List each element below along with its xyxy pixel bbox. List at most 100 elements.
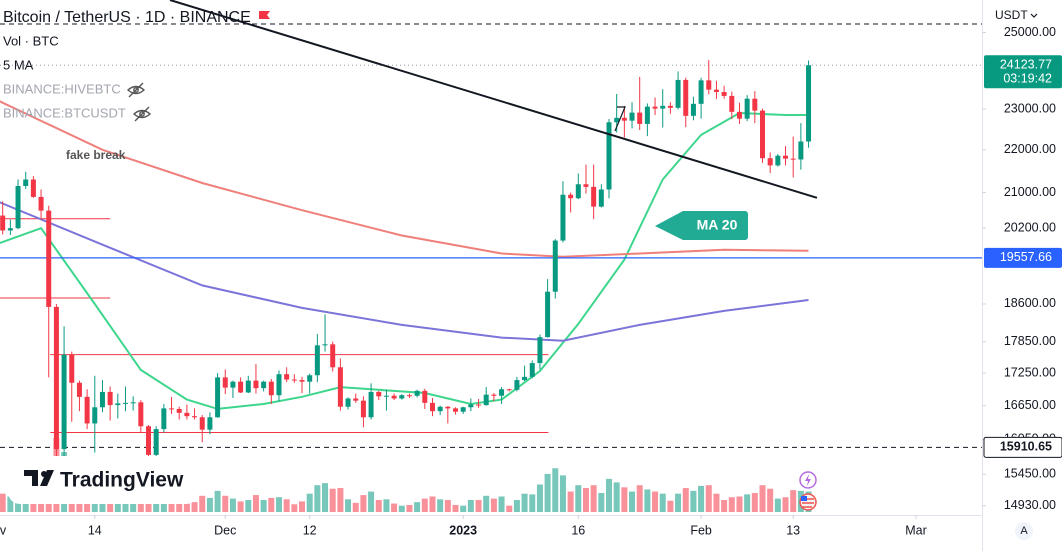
chart-title: Bitcoin / TetherUS · 1D · BINANCE xyxy=(3,9,251,26)
volume-bar xyxy=(391,503,398,512)
volume-bar xyxy=(490,498,497,512)
scale-mode-label[interactable]: A xyxy=(1020,525,1028,537)
x-tick-label: 2023 xyxy=(449,523,477,537)
volume-bar xyxy=(268,497,275,512)
candle-body xyxy=(445,406,451,409)
candle-body xyxy=(238,381,244,393)
currency-label[interactable]: USDT xyxy=(995,8,1028,22)
y-tick-label: 22000.00 xyxy=(1004,142,1056,156)
candle-body xyxy=(552,240,558,292)
indicator-label[interactable]: Vol · BTC xyxy=(3,33,59,48)
flag-icon[interactable] xyxy=(259,11,270,19)
indicator-label[interactable]: BINANCE:HIVEBTC xyxy=(3,81,121,96)
candle-body xyxy=(483,394,489,406)
volume-bar xyxy=(252,495,259,512)
volume-bar xyxy=(0,493,6,512)
volume-bar xyxy=(375,500,382,512)
candle-body xyxy=(721,92,727,96)
overlay: Bitcoin / TetherUS · 1D · BINANCE Vol · … xyxy=(3,8,1038,540)
indicator-label[interactable]: BINANCE:BTCUSDT xyxy=(3,105,126,120)
volume-bar xyxy=(705,485,712,512)
candle-body xyxy=(53,306,59,450)
volume-bar xyxy=(191,502,198,512)
candle-body xyxy=(130,402,136,404)
price-label: 15910.65 xyxy=(1000,440,1052,454)
volume-bar xyxy=(329,488,336,512)
candle-body xyxy=(667,105,673,108)
volume-bar xyxy=(698,485,705,512)
volume-bar xyxy=(751,492,758,512)
candle-body xyxy=(291,379,297,381)
volume-bar xyxy=(22,499,29,512)
candle-body xyxy=(706,80,712,90)
volume-bar xyxy=(429,496,436,512)
volume-bar xyxy=(452,504,459,512)
candle-body xyxy=(644,106,650,124)
price-countdown: 03:19:42 xyxy=(1003,72,1052,86)
candle-body xyxy=(537,337,543,364)
candle-body xyxy=(759,110,765,159)
volume-bar xyxy=(790,490,797,512)
volume-bar xyxy=(352,502,359,512)
candle-body xyxy=(583,184,589,187)
brand-name: TradingView xyxy=(60,469,184,492)
volume-bar xyxy=(7,496,14,512)
candle-body xyxy=(798,141,804,160)
volume-bar xyxy=(690,490,697,512)
volume-bar xyxy=(513,500,520,512)
candle-body xyxy=(752,98,758,111)
candle-body xyxy=(15,186,21,229)
candle-body xyxy=(422,390,428,403)
candle-body xyxy=(713,89,719,93)
volume-bar xyxy=(613,482,620,512)
event-icon-glyph xyxy=(801,496,807,501)
candle-body xyxy=(499,389,505,396)
hide-icon[interactable] xyxy=(132,106,152,122)
scale-mode-button[interactable] xyxy=(1015,522,1033,540)
candle-body xyxy=(652,106,658,109)
volume-bar xyxy=(606,478,613,512)
volume-bar xyxy=(360,495,367,512)
y-tick-label: 23000.00 xyxy=(1004,101,1056,115)
y-tick-label: 20200.00 xyxy=(1004,220,1056,234)
candle-body xyxy=(414,390,420,396)
volume-bar xyxy=(306,493,313,512)
candle-body xyxy=(744,98,750,119)
candle-body xyxy=(122,402,128,404)
volume-bar xyxy=(168,499,175,512)
volume-bar xyxy=(652,491,659,512)
volume-bar xyxy=(275,497,282,512)
candle-body xyxy=(0,215,6,231)
candle-body xyxy=(406,395,412,397)
volume-bar xyxy=(421,498,428,512)
volume-bar xyxy=(736,496,743,512)
candle-body xyxy=(345,398,351,407)
candle-body xyxy=(429,402,435,412)
x-tick-label: Mar xyxy=(905,523,927,537)
volume-bar xyxy=(498,496,505,512)
volume-bar xyxy=(444,500,451,512)
hide-icon[interactable] xyxy=(126,82,146,98)
indicator-label[interactable]: 5 MA xyxy=(3,57,34,72)
volume-bar xyxy=(621,487,628,512)
candle-body xyxy=(61,354,67,450)
candle-body xyxy=(545,291,551,338)
brand-box xyxy=(8,456,198,504)
volume-bar xyxy=(176,502,183,512)
volume-bar xyxy=(567,491,574,512)
candle-body xyxy=(698,80,704,104)
candle-body xyxy=(353,398,359,401)
candle-body xyxy=(107,391,113,406)
currency-menu[interactable]: USDT xyxy=(995,8,1038,22)
candle-body xyxy=(506,389,512,391)
x-tick-label: 16 xyxy=(571,523,585,537)
event-icons[interactable] xyxy=(799,471,817,511)
volume-bar xyxy=(590,485,597,512)
y-tick-label: 18600.00 xyxy=(1004,296,1056,310)
x-tick-label: Dec xyxy=(214,523,236,537)
y-tick-label: 25000.00 xyxy=(1004,25,1056,39)
candle-body xyxy=(736,111,742,119)
candle-body xyxy=(337,367,343,407)
candle-body xyxy=(675,79,681,108)
